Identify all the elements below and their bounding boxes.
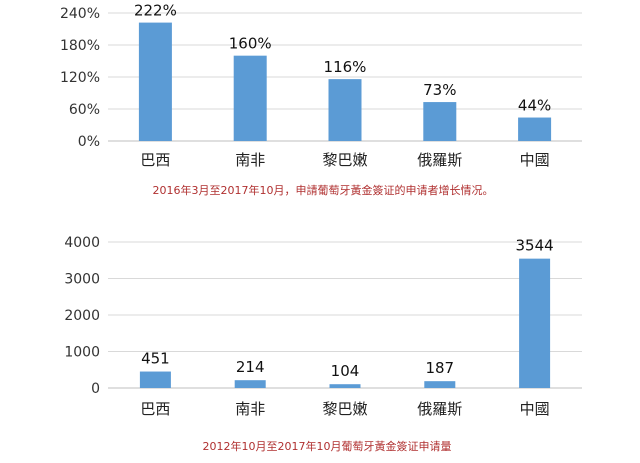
chart-caption: 2016年3月至2017年10月，申請葡萄牙黃金簽证的申请者增长情况。 bbox=[153, 183, 494, 197]
data-label: 451 bbox=[141, 350, 170, 368]
data-label: 3544 bbox=[516, 237, 554, 255]
bar bbox=[328, 79, 362, 141]
chart-caption: 2012年10月至2017年10月葡萄牙黃金簽证申请量 bbox=[203, 439, 452, 453]
y-tick-label: 1000 bbox=[64, 345, 100, 361]
data-label: 73% bbox=[423, 81, 456, 99]
bar bbox=[138, 22, 172, 142]
data-label: 116% bbox=[324, 58, 367, 76]
y-tick-label: 60% bbox=[69, 102, 100, 118]
data-label: 214 bbox=[236, 358, 265, 376]
x-tick-label: 中國 bbox=[520, 151, 550, 169]
y-tick-label: 0 bbox=[91, 381, 100, 397]
y-tick-label: 3000 bbox=[64, 272, 100, 288]
x-tick-label: 黎巴嫩 bbox=[322, 151, 367, 169]
y-tick-label: 180% bbox=[60, 38, 100, 54]
data-label: 187 bbox=[425, 359, 454, 377]
data-label: 222% bbox=[134, 2, 177, 20]
x-tick-label: 巴西 bbox=[140, 400, 170, 418]
bar bbox=[234, 380, 266, 388]
x-tick-label: 中國 bbox=[520, 400, 550, 418]
y-tick-label: 2000 bbox=[64, 308, 100, 324]
x-tick-label: 南非 bbox=[235, 400, 265, 418]
bar bbox=[518, 117, 552, 141]
y-tick-label: 240% bbox=[60, 6, 100, 22]
x-tick-label: 巴西 bbox=[140, 151, 170, 169]
chart-1: 0% 60% 120% 180% 240% 222% 巴西 160% 南非 116% 黎巴嫩 73% 俄… bbox=[60, 2, 582, 197]
bar bbox=[233, 55, 267, 141]
data-label: 104 bbox=[331, 362, 360, 380]
x-tick-label: 俄羅斯 bbox=[417, 151, 462, 169]
x-tick-label: 南非 bbox=[235, 151, 265, 169]
x-tick-label: 俄羅斯 bbox=[417, 400, 462, 418]
data-label: 160% bbox=[229, 35, 272, 53]
y-tick-label: 120% bbox=[60, 70, 100, 86]
y-tick-label: 4000 bbox=[64, 235, 100, 251]
bar bbox=[139, 371, 171, 388]
bar bbox=[519, 258, 551, 388]
bar bbox=[424, 381, 456, 388]
bar bbox=[329, 384, 361, 388]
y-tick-label: 0% bbox=[78, 134, 100, 150]
bar bbox=[423, 102, 457, 141]
chart-2: 0 1000 2000 3000 4000 451 巴西 214 南非 104 黎巴嫩 187 俄羅斯 3… bbox=[64, 235, 582, 453]
data-label: 44% bbox=[518, 97, 551, 115]
x-tick-label: 黎巴嫩 bbox=[322, 400, 367, 418]
